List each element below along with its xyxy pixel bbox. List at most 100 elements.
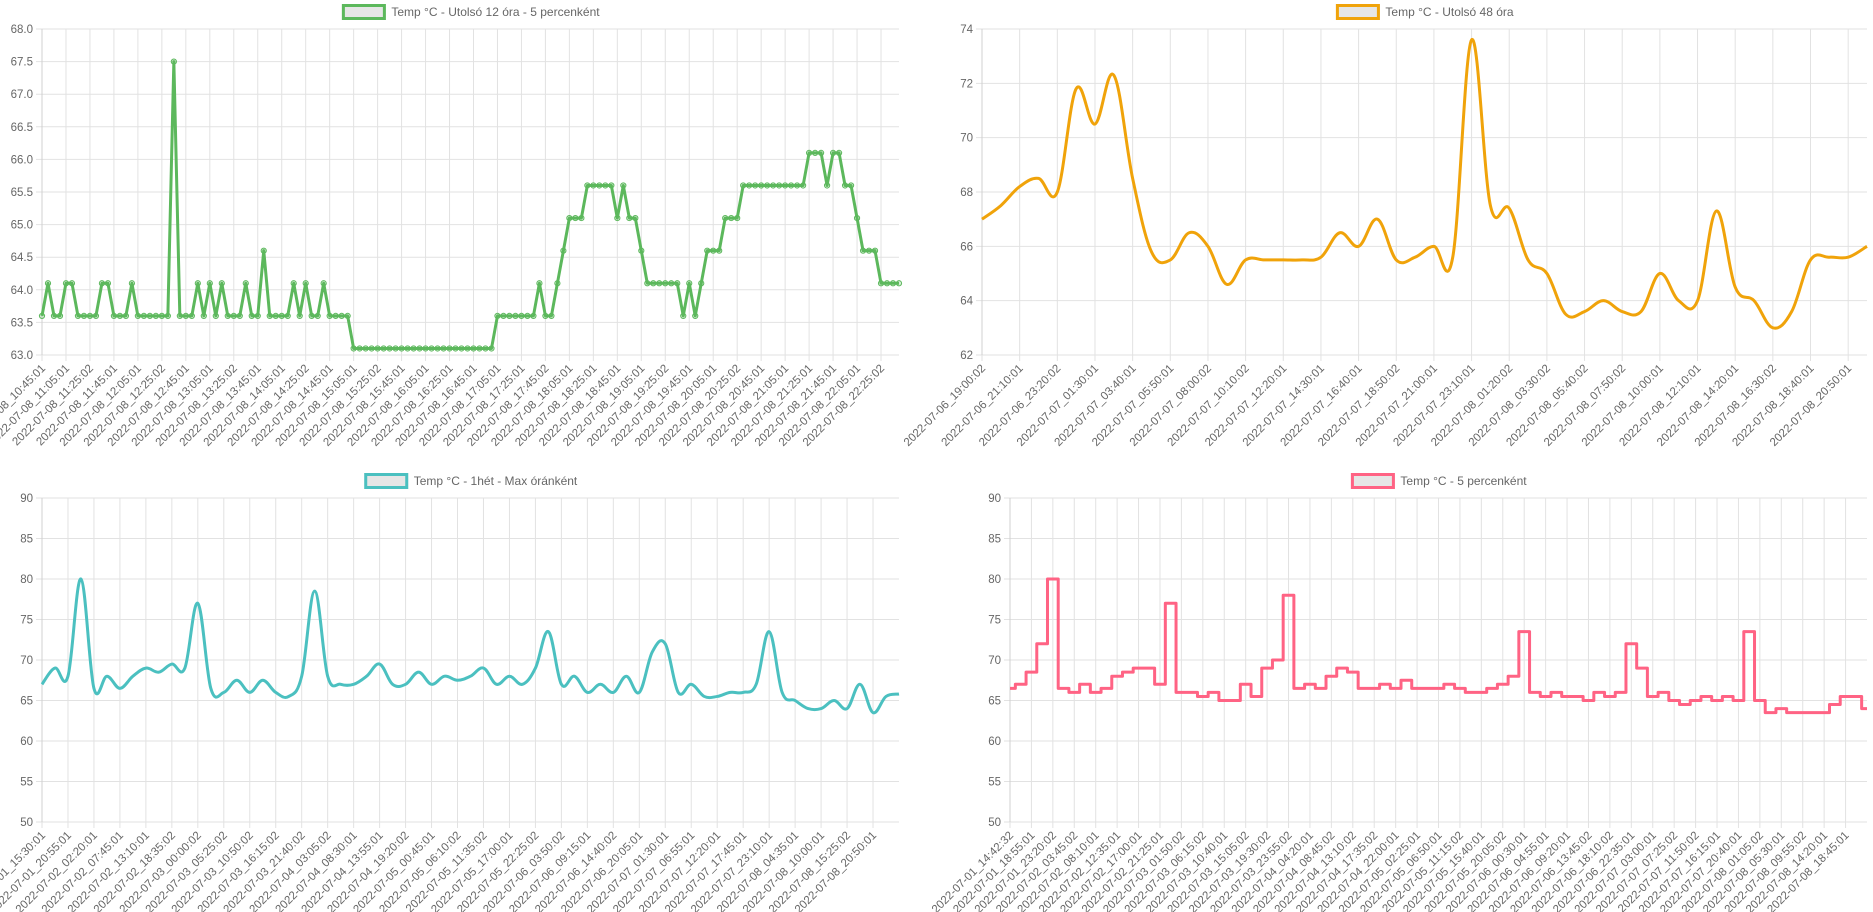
data-point [170, 58, 177, 65]
data-point [344, 312, 351, 319]
y-tick-label: 67.0 [11, 89, 33, 101]
data-point [194, 280, 201, 287]
legend-label: Temp °C - Utolsó 48 óra [1385, 5, 1514, 19]
data-point [458, 345, 465, 352]
data-point [464, 345, 471, 352]
data-point [680, 312, 687, 319]
data-point [536, 280, 543, 287]
data-point [644, 280, 651, 287]
data-point [770, 182, 777, 189]
data-point [524, 312, 531, 319]
legend[interactable]: Temp °C - 1hét - Max óránként [363, 473, 578, 489]
data-point [56, 312, 64, 319]
data-point [314, 312, 321, 319]
data-point [686, 280, 693, 287]
y-tick-label: 65.0 [11, 220, 33, 232]
data-point [422, 345, 429, 352]
data-point [728, 214, 735, 222]
legend-label: Temp °C - Utolsó 12 óra - 5 percenként [391, 5, 600, 19]
data-point [740, 182, 747, 189]
y-tick-label: 64.0 [11, 285, 33, 297]
y-tick-label: 64 [960, 296, 973, 308]
data-point [470, 345, 477, 352]
data-point [338, 312, 345, 319]
data-point [566, 214, 573, 222]
data-point [877, 280, 885, 287]
y-tick-label: 65 [988, 696, 1001, 708]
data-point [794, 182, 801, 189]
data-point [380, 345, 387, 352]
data-point [656, 280, 663, 287]
data-point [248, 312, 255, 319]
data-point [290, 280, 297, 287]
data-point [434, 345, 441, 352]
y-tick-label: 66.0 [11, 154, 33, 166]
y-tick-label: 74 [960, 24, 973, 36]
data-point [284, 312, 291, 319]
data-point [554, 280, 561, 287]
data-point [428, 345, 435, 352]
y-tick-label: 62 [960, 350, 973, 362]
legend-swatch [1335, 4, 1380, 20]
data-point [392, 345, 399, 352]
legend-swatch [1350, 473, 1395, 489]
data-point [224, 312, 231, 319]
y-tick-label: 68 [960, 187, 973, 199]
data-point [722, 214, 729, 222]
data-point [704, 247, 711, 254]
data-point [853, 214, 861, 222]
data-point [146, 312, 153, 319]
data-point [620, 182, 627, 189]
legend-swatch [363, 473, 408, 489]
data-point [320, 280, 327, 287]
legend-label: Temp °C - 1hét - Max óránként [413, 474, 578, 488]
data-point [548, 312, 555, 319]
data-point [476, 345, 483, 352]
data-point [440, 345, 447, 352]
y-tick-label: 60 [20, 736, 33, 748]
y-tick-label: 75 [988, 615, 1001, 627]
y-tick-label: 68.0 [11, 24, 33, 36]
data-point [871, 247, 879, 254]
data-point [578, 214, 585, 222]
data-point [104, 280, 112, 287]
legend[interactable]: Temp °C - Utolsó 48 óra [1335, 4, 1514, 20]
data-point [416, 345, 423, 352]
data-point [542, 312, 549, 319]
data-point [560, 247, 567, 254]
data-point [242, 280, 249, 287]
data-point [806, 149, 813, 156]
data-point [596, 182, 603, 189]
chart-c3: 5055606570758085902022-07-01_15:30:01202… [0, 493, 900, 912]
data-point [668, 280, 675, 287]
data-point [817, 149, 825, 156]
data-point [74, 312, 82, 319]
legend[interactable]: Temp °C - 5 percenként [1350, 473, 1527, 489]
chart-c1: 63.0 63.5 64.0 64.5 65.0 65.5 66.0 66.5 67.0 67.5… [0, 24, 903, 449]
data-point [158, 312, 165, 319]
data-point [302, 280, 309, 287]
data-point [356, 345, 363, 352]
data-point [590, 182, 597, 189]
data-point [823, 182, 831, 189]
data-point [218, 280, 225, 287]
data-point [859, 247, 867, 254]
data-point [266, 312, 273, 319]
data-point [176, 312, 183, 319]
data-point [200, 312, 207, 319]
legend[interactable]: Temp °C - Utolsó 12 óra - 5 percenként [341, 4, 600, 20]
data-point [68, 280, 76, 287]
data-point [764, 182, 771, 189]
data-point [254, 312, 261, 319]
data-point [572, 214, 579, 222]
data-point [734, 214, 741, 222]
data-point [626, 214, 633, 222]
data-point [374, 345, 381, 352]
y-tick-label: 72 [960, 78, 973, 90]
y-tick-label: 85 [20, 534, 33, 546]
series-line [40, 577, 900, 715]
data-point [800, 182, 807, 189]
data-point [788, 182, 795, 189]
data-point [614, 214, 621, 222]
